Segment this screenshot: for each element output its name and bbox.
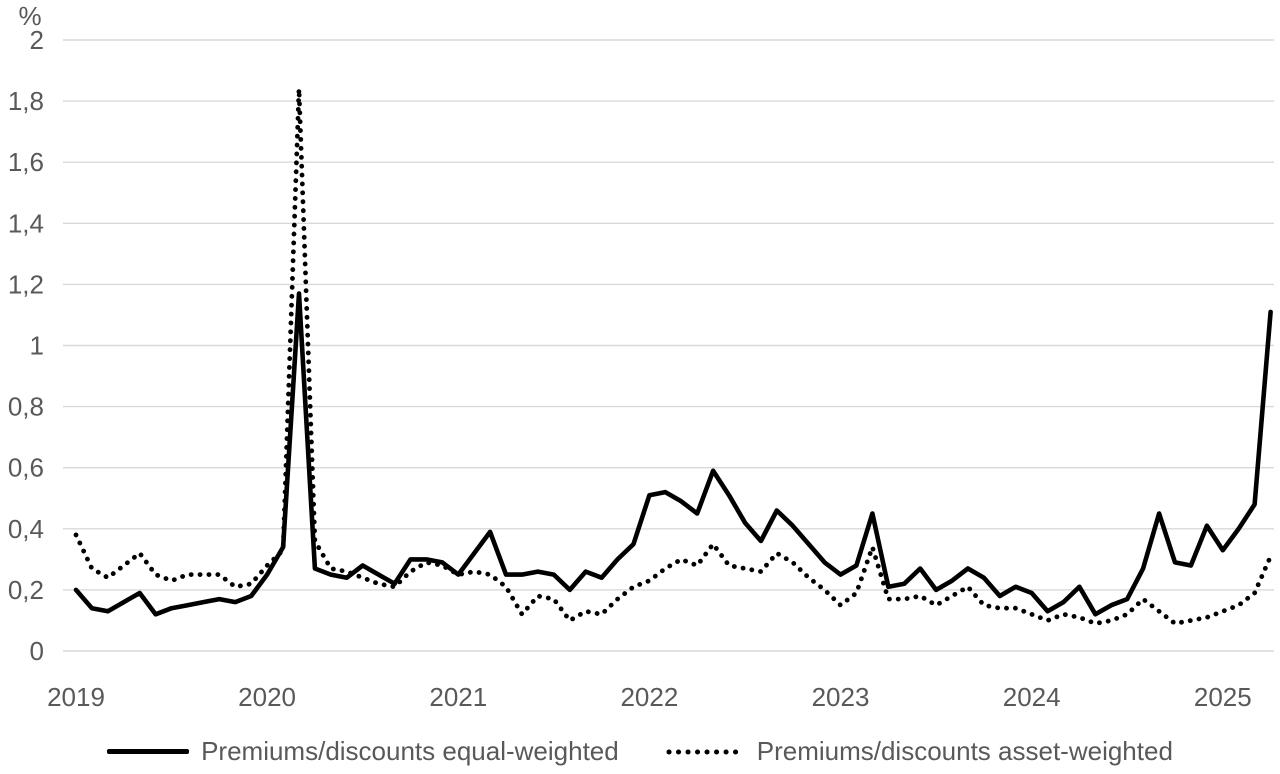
legend-label-asset-weighted: Premiums/discounts asset-weighted <box>756 736 1173 766</box>
y-tick-label: 1,2 <box>8 269 44 299</box>
y-tick-label: 0,4 <box>8 514 44 544</box>
x-tick-label: 2024 <box>1003 682 1061 712</box>
x-tick-label: 2019 <box>47 682 105 712</box>
y-axis-unit-label: % <box>18 1 42 31</box>
y-tick-label: 1 <box>30 331 44 361</box>
y-tick-label: 2 <box>30 25 44 55</box>
dotted-line-swatch-icon <box>666 749 744 754</box>
x-tick-label: 2020 <box>238 682 296 712</box>
y-tick-label: 0,8 <box>8 392 44 422</box>
y-tick-label: 0,6 <box>8 453 44 483</box>
x-tick-label: 2025 <box>1194 682 1252 712</box>
series-line-asset-weighted <box>73 88 1273 627</box>
x-tick-label: 2023 <box>812 682 870 712</box>
y-tick-label: 1,6 <box>8 147 44 177</box>
legend: Premiums/discounts equal-weighted Premiu… <box>0 736 1280 767</box>
series-line-equal-weighted <box>73 291 1273 617</box>
y-tick-label: 1,8 <box>8 86 44 116</box>
y-tick-label: 1,4 <box>8 208 44 238</box>
y-tick-label: 0 <box>30 636 44 666</box>
legend-item-equal-weighted: Premiums/discounts equal-weighted <box>107 736 619 767</box>
y-tick-label: 0,2 <box>8 575 44 605</box>
x-tick-label: 2022 <box>620 682 678 712</box>
solid-line-swatch-icon <box>107 749 190 754</box>
legend-label-equal-weighted: Premiums/discounts equal-weighted <box>201 736 619 766</box>
x-tick-label: 2021 <box>429 682 487 712</box>
legend-item-asset-weighted: Premiums/discounts asset-weighted <box>665 736 1173 767</box>
